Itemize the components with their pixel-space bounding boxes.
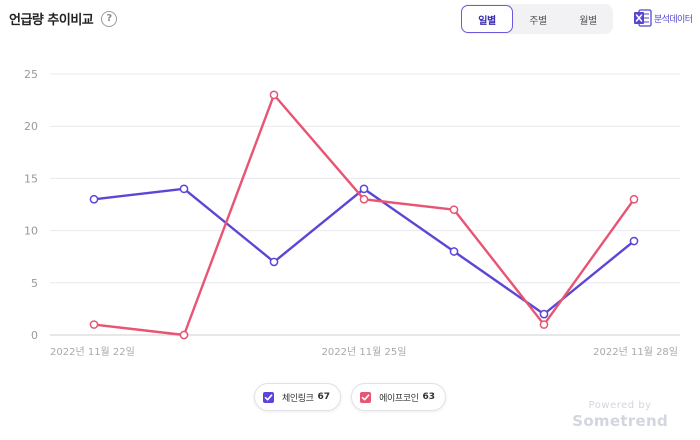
tab-daily[interactable]: 일별 (461, 5, 513, 33)
legend-item-chainlink[interactable]: 체인링크 67 (254, 383, 342, 411)
y-tick-label: 20 (24, 120, 38, 133)
data-point-0 (269, 257, 279, 267)
y-tick-label: 5 (31, 277, 38, 290)
checkbox-checked-icon[interactable] (360, 391, 372, 403)
legend-count: 67 (317, 392, 331, 402)
powered-by-text: Powered by (588, 400, 652, 411)
brand-logo-text: Sometrend (572, 412, 668, 430)
export-label: 분석데이터 (654, 14, 693, 25)
data-point-0 (359, 184, 369, 194)
data-point-1 (629, 194, 639, 204)
tab-monthly[interactable]: 월별 (579, 15, 597, 27)
series-line-0 (92, 187, 636, 316)
legend-count: 63 (422, 392, 435, 402)
y-tick-label: 25 (24, 68, 38, 81)
legend-label: 체인링크 (282, 393, 314, 404)
data-point-1 (359, 194, 369, 204)
help-icon[interactable]: ? (101, 10, 118, 27)
x-tick-label: 2022년 11월 28일 (593, 346, 678, 358)
legend-label: 에이프코인 (379, 393, 419, 404)
line-chart: 0 5 10 15 20 25 2022년 11월 22일 2022년 11월 25일 2022… (24, 68, 680, 358)
export-data-button[interactable]: 분석데이터 (633, 8, 693, 28)
data-point-0 (89, 194, 99, 204)
tab-weekly[interactable]: 주별 (529, 15, 547, 27)
y-tick-label: 10 (24, 225, 38, 238)
x-tick-label: 2022년 11월 25일 (322, 346, 407, 358)
data-point-1 (539, 320, 549, 329)
data-point-1 (269, 90, 279, 100)
chart-title: 언급량 추이비교 (9, 13, 94, 28)
series-line-1 (92, 93, 636, 337)
x-tick-label: 2022년 11월 22일 (50, 346, 135, 358)
y-tick-label: 0 (31, 329, 38, 342)
title-row: 언급량 추이비교 ? (9, 9, 118, 28)
period-tabs: 일별 주별 월별 (461, 4, 613, 34)
data-point-0 (629, 236, 639, 246)
data-point-0 (449, 247, 459, 256)
data-point-0 (179, 184, 189, 194)
y-tick-label: 15 (24, 172, 38, 185)
data-point-1 (89, 320, 99, 329)
legend: 체인링크 67 에이프코인 63 (0, 383, 700, 411)
data-point-1 (179, 330, 189, 340)
checkbox-checked-icon[interactable] (263, 391, 274, 403)
powered-by-watermark: Powered by Sometrend (572, 400, 668, 430)
data-point-0 (539, 309, 549, 319)
legend-item-apecoin[interactable]: 에이프코인 63 (351, 383, 446, 411)
data-point-1 (449, 205, 459, 215)
excel-icon (634, 9, 652, 27)
